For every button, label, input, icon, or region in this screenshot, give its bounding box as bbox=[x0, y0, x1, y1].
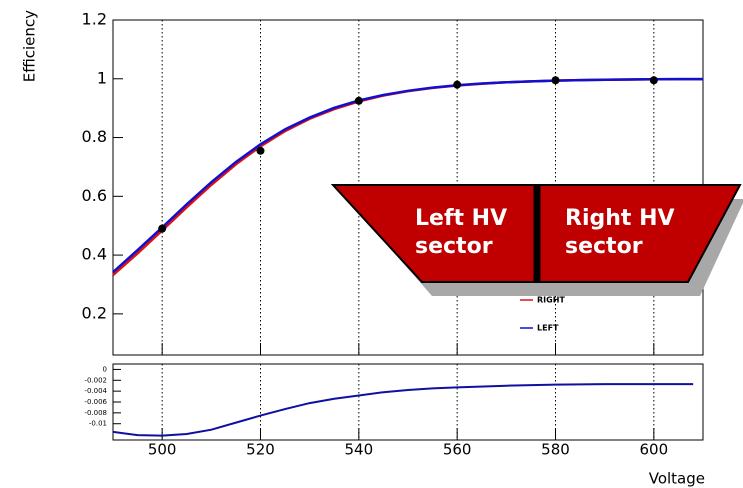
y-tick-label: 0.6 bbox=[82, 186, 107, 205]
y-axis-label: Efficiency bbox=[21, 10, 39, 82]
x-axis-label: Voltage bbox=[649, 470, 705, 488]
annotation-overlay: Left HV sector Right HV sector bbox=[333, 185, 743, 296]
annotation-text: Right HV bbox=[565, 206, 675, 231]
x-tick-label: 540 bbox=[345, 441, 374, 459]
y-tick-label: 0.2 bbox=[82, 303, 107, 322]
data-point bbox=[257, 147, 265, 155]
y-tick-label: -0.004 bbox=[84, 387, 107, 395]
annotation-text: Left HV bbox=[415, 206, 507, 231]
data-point bbox=[552, 76, 560, 84]
y-tick-label: 0 bbox=[103, 365, 107, 373]
annotation-text: sector bbox=[565, 234, 643, 259]
y-tick-label: 0.4 bbox=[82, 245, 107, 264]
y-tick-label: -0.006 bbox=[84, 398, 107, 406]
x-tick-label: 560 bbox=[443, 441, 472, 459]
y-tick-label: -0.008 bbox=[84, 409, 107, 417]
legend-label: RIGHT bbox=[537, 296, 565, 305]
x-tick-label: 580 bbox=[541, 441, 570, 459]
data-point bbox=[650, 76, 658, 84]
y-tick-label: 1.2 bbox=[82, 10, 107, 29]
legend-label: LEFT bbox=[537, 324, 559, 333]
y-tick-label: -0.01 bbox=[89, 420, 107, 428]
annotation-text: sector bbox=[415, 234, 493, 259]
y-tick-label: 0.8 bbox=[82, 127, 107, 146]
data-point bbox=[355, 97, 363, 105]
residual-curve bbox=[113, 384, 693, 436]
x-tick-label: 600 bbox=[640, 441, 669, 459]
x-tick-label: 500 bbox=[148, 441, 177, 459]
data-point bbox=[453, 81, 461, 89]
y-tick-label: 1 bbox=[97, 68, 107, 87]
y-tick-label: -0.002 bbox=[84, 376, 107, 384]
x-tick-label: 520 bbox=[246, 441, 275, 459]
plot-frame bbox=[113, 364, 703, 440]
chart: Efficiency Voltage 0.2 0.4 0.6 0.8 1 1.2 Left … bbox=[0, 0, 743, 488]
data-point bbox=[158, 225, 166, 233]
